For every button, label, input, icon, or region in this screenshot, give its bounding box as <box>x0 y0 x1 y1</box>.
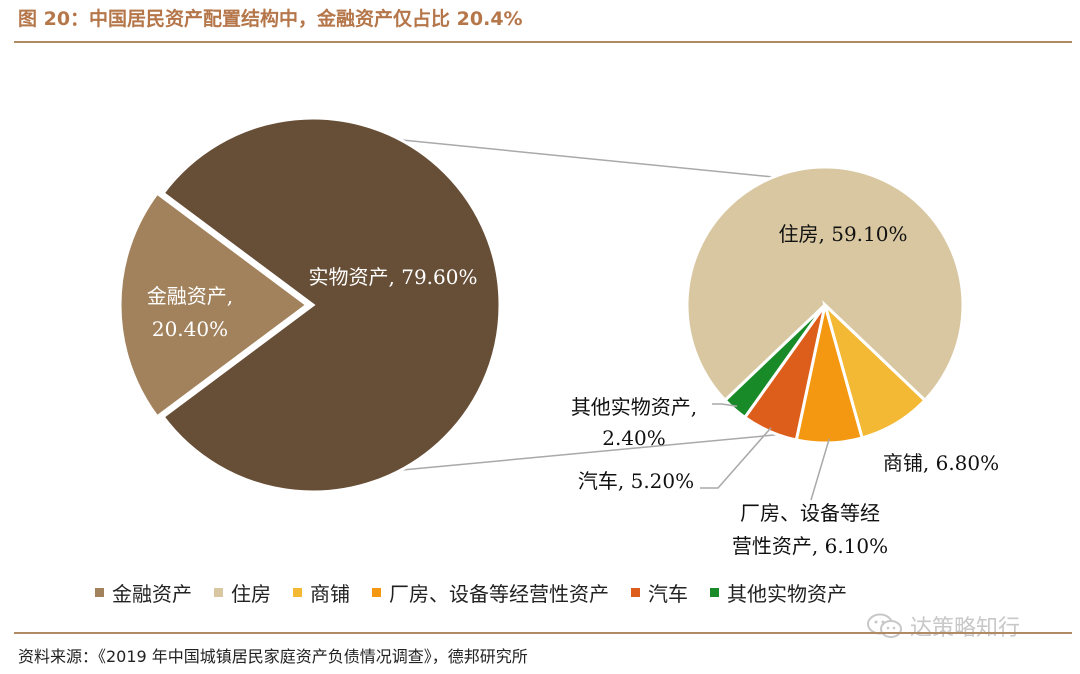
pie-slice-real-assets <box>161 116 502 494</box>
label-cars: 汽车, 5.20% <box>578 469 694 493</box>
legend-label: 金融资产 <box>112 581 192 606</box>
label-housing: 住房, 59.10% <box>779 222 908 246</box>
wechat-icon <box>867 613 902 638</box>
source-note: 资料来源：《2019 年中国城镇居民家庭资产负债情况调查》，德邦研究所 <box>18 647 528 666</box>
watermark-text: 达策略知行 <box>910 616 1021 641</box>
legend-swatch <box>95 587 104 597</box>
legend-label: 住房 <box>231 581 271 606</box>
pie-slice-financial-assets <box>118 191 310 419</box>
legend-swatch <box>214 587 223 597</box>
title-divider <box>14 41 1072 43</box>
label-business-assets-name: 厂房、设备等经 <box>740 501 880 525</box>
label-other-real-assets-value: 2.40% <box>602 426 666 450</box>
pie-slice-other-real-assets <box>723 303 827 420</box>
label-financial-assets-name: 金融资产, <box>147 284 233 308</box>
legend-item-shops: 商铺 <box>293 578 350 607</box>
label-other-real-assets-name: 其他实物资产, <box>571 395 697 419</box>
legend-item-housing: 住房 <box>214 578 271 607</box>
pie-of-pie-chart: 实物资产, 79.60% 金融资产, 20.40% 住房, 59.10% 商铺,… <box>118 116 999 558</box>
connector-line-bottom <box>400 433 778 471</box>
chart-legend: 金融资产 住房 商铺 厂房、设备等经营性资产 汽车 其他实物资产 <box>95 574 1055 610</box>
watermark: 达策略知行 <box>866 608 1020 644</box>
label-shops: 商铺, 6.80% <box>883 451 999 475</box>
legend-swatch <box>710 587 719 597</box>
label-real-assets: 实物资产, 79.60% <box>309 265 478 289</box>
leader-lines <box>700 403 830 501</box>
pie-slice-housing <box>685 165 965 403</box>
leader-line-business-assets <box>810 438 830 501</box>
legend-label: 厂房、设备等经营性资产 <box>389 581 609 606</box>
legend-item-business: 厂房、设备等经营性资产 <box>372 578 609 607</box>
leader-line-other-real-assets <box>712 403 738 407</box>
sub-pie <box>685 165 965 445</box>
legend-item-other: 其他实物资产 <box>710 578 847 607</box>
legend-swatch <box>293 587 302 597</box>
label-financial-assets-value: 20.40% <box>152 317 228 341</box>
legend-label: 其他实物资产 <box>727 581 847 606</box>
figure-title: 图 20：中国居民资产配置结构中，金融资产仅占比 20.4% <box>18 8 523 30</box>
legend-item-financial: 金融资产 <box>95 578 192 607</box>
legend-item-cars: 汽车 <box>631 578 688 607</box>
leader-line-cars <box>700 427 772 489</box>
legend-swatch <box>372 587 381 597</box>
connector-lines <box>400 139 778 471</box>
legend-label: 商铺 <box>310 581 350 606</box>
legend-swatch <box>631 587 640 597</box>
connector-line-top <box>400 139 774 178</box>
label-business-assets-value: 营性资产, 6.10% <box>732 534 888 558</box>
main-pie <box>118 116 502 494</box>
legend-label: 汽车 <box>648 581 688 606</box>
footer-divider <box>14 632 1072 634</box>
